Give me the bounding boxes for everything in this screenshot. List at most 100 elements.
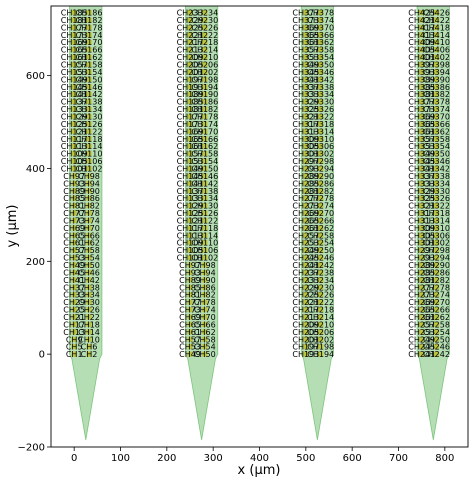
electrode-site — [187, 210, 193, 216]
electrode-site — [318, 284, 324, 290]
channel-label: CH117 — [177, 224, 204, 233]
electrode-site — [187, 299, 193, 305]
channel-label: CH154 — [191, 157, 218, 166]
channel-label: CH305 — [292, 142, 319, 151]
channel-label: CH297 — [408, 246, 435, 255]
electrode-site — [202, 217, 208, 224]
channel-label: CH302 — [423, 239, 450, 248]
electrode-site — [318, 136, 324, 142]
channel-label: CH242 — [307, 261, 334, 270]
electrode-site — [433, 76, 440, 82]
channel-label: CH197 — [177, 75, 204, 84]
electrode-site — [303, 217, 309, 224]
channel-label: CH37 — [63, 283, 85, 292]
channel-label: CH61 — [179, 328, 201, 337]
electrode-site — [86, 284, 92, 290]
electrode-site — [318, 143, 324, 149]
channel-label: CH326 — [307, 105, 334, 114]
electrode-site — [318, 121, 324, 127]
channel-label: CH73 — [179, 306, 201, 315]
channel-label: CH57 — [63, 246, 85, 255]
electrode-site — [433, 143, 440, 149]
electrode-site — [303, 91, 309, 97]
electrode-site — [303, 99, 309, 105]
electrode-site — [202, 269, 208, 276]
electrode-site — [318, 61, 324, 68]
electrode-site — [318, 24, 324, 30]
channel-label: CH278 — [307, 194, 334, 203]
electrode-site — [187, 247, 193, 253]
electrode-site — [71, 9, 77, 16]
electrode-site — [71, 54, 77, 60]
electrode-site — [303, 314, 309, 320]
channel-label: CH98 — [194, 261, 216, 270]
channel-label: CH269 — [408, 298, 435, 307]
electrode-site — [433, 232, 440, 238]
x-tick-label: 100 — [111, 453, 130, 464]
channel-label: CH378 — [307, 9, 334, 18]
electrode-site — [318, 188, 324, 194]
channel-label: CH321 — [292, 113, 319, 122]
channel-label: CH329 — [408, 187, 435, 196]
channel-label: CH5 — [66, 343, 83, 352]
channel-label: CH350 — [307, 61, 334, 70]
channel-label: CH189 — [177, 90, 204, 99]
electrode-site — [187, 151, 193, 157]
electrode-site — [433, 113, 440, 120]
channel-label: CH250 — [423, 335, 450, 344]
channel-label: CH181 — [61, 16, 88, 25]
channel-label: CH218 — [307, 306, 334, 315]
channel-label: CH290 — [307, 172, 334, 181]
channel-label: CH73 — [63, 217, 85, 226]
channel-label: CH377 — [408, 98, 435, 107]
channel-label: CH266 — [423, 306, 450, 315]
electrode-site — [433, 299, 440, 305]
channel-label: CH182 — [191, 105, 218, 114]
channel-label: CH301 — [408, 239, 435, 248]
electrode-site — [318, 17, 324, 23]
electrode-site — [71, 336, 77, 342]
electrode-site — [187, 344, 193, 350]
electrode-site — [86, 136, 92, 142]
channel-label: CH214 — [307, 313, 334, 322]
electrode-site — [318, 106, 324, 112]
channel-label: CH129 — [177, 202, 204, 211]
channel-label: CH177 — [177, 113, 204, 122]
electrode-site — [202, 232, 208, 238]
channel-label: CH137 — [177, 187, 204, 196]
electrode-site — [318, 307, 324, 313]
channel-label: CH425 — [408, 9, 435, 18]
electrode-site — [433, 240, 440, 246]
channel-label: CH142 — [76, 90, 103, 99]
channel-label: CH273 — [408, 291, 435, 300]
electrode-site — [202, 128, 208, 134]
channel-label: CH50 — [194, 350, 216, 359]
x-tick-label: 400 — [250, 453, 269, 464]
electrode-site — [202, 113, 208, 120]
channel-label: CH242 — [423, 350, 450, 359]
channel-label: CH190 — [191, 90, 218, 99]
channel-label: CH410 — [423, 38, 450, 47]
electrode-site — [86, 188, 92, 194]
channel-label: CH138 — [191, 187, 218, 196]
electrode-site — [187, 314, 193, 320]
channel-label: CH354 — [423, 142, 450, 151]
electrode-site — [71, 344, 77, 350]
channel-label: CH102 — [191, 254, 218, 263]
channel-label: CH94 — [78, 179, 100, 188]
channel-label: CH361 — [408, 127, 435, 136]
channel-label: CH345 — [292, 68, 319, 77]
electrode-site — [71, 76, 77, 82]
electrode-site — [419, 344, 425, 350]
channel-label: CH165 — [177, 135, 204, 144]
channel-label: CH357 — [408, 135, 435, 144]
channel-label: CH254 — [307, 239, 334, 248]
electrode-site — [318, 54, 324, 60]
electrode-site — [187, 307, 193, 313]
electrode-site — [187, 284, 193, 290]
electrode-site — [419, 269, 425, 276]
channel-label: CH186 — [191, 98, 218, 107]
electrode-site — [187, 188, 193, 194]
electrode-site — [86, 76, 92, 82]
channel-label: CH133 — [177, 194, 204, 203]
